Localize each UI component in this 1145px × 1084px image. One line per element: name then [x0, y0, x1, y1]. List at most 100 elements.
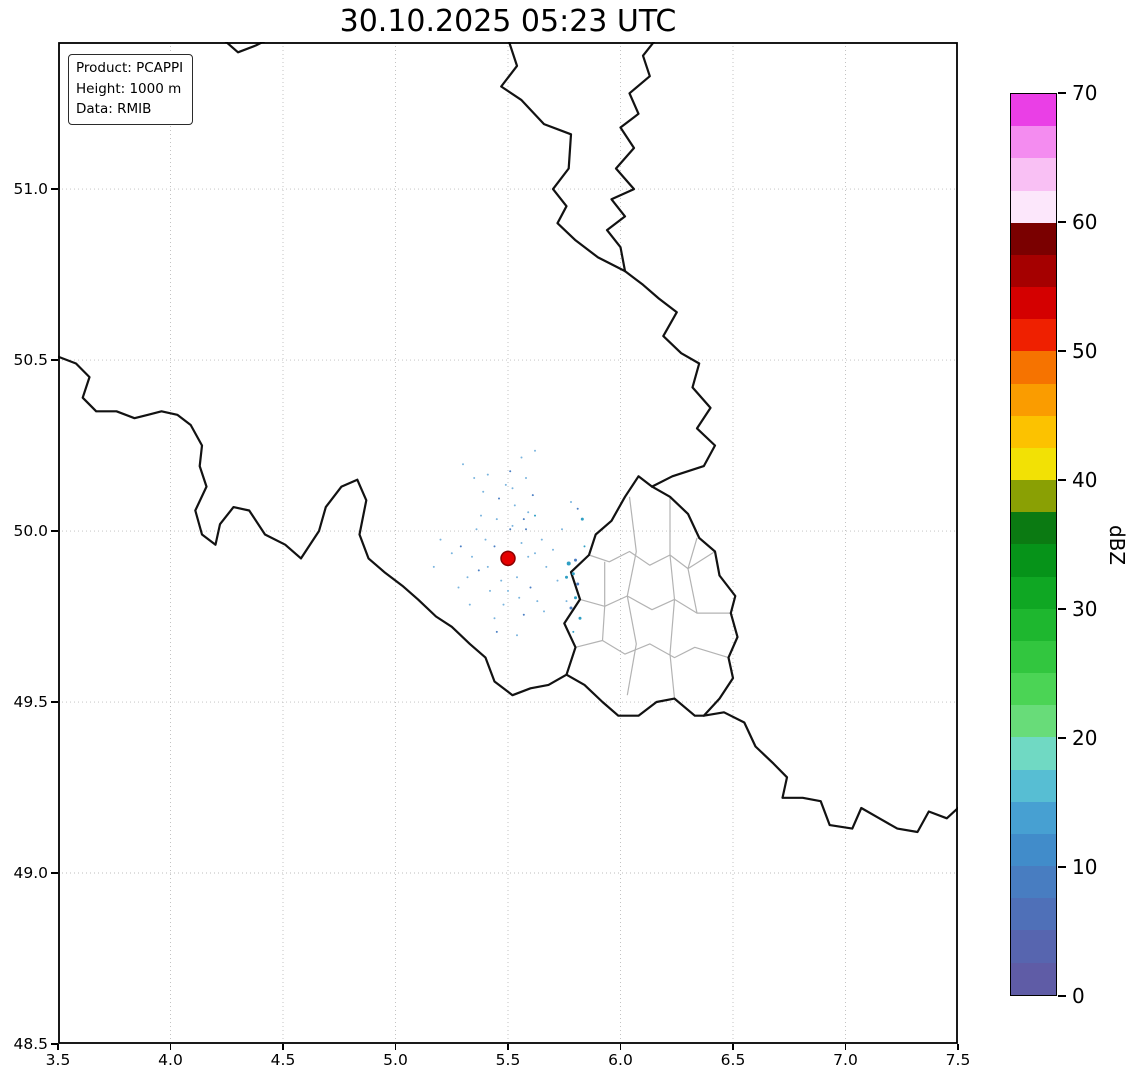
colorbar-tick-mark — [1058, 92, 1066, 94]
radar-echo — [486, 565, 489, 568]
radar-echo — [545, 565, 548, 568]
x-tick-mark — [169, 1044, 172, 1050]
colorbar-segment — [1011, 351, 1056, 384]
radar-echo — [569, 606, 573, 610]
info-product: Product: PCAPPI — [76, 60, 184, 76]
colorbar-segment — [1011, 190, 1056, 223]
radar-echo — [552, 548, 554, 551]
radar-echo — [527, 555, 530, 558]
radar-echo — [574, 558, 577, 562]
info-box: Product: PCAPPI Height: 1000 m Data: RMI… — [68, 54, 194, 125]
y-tick-mark — [51, 701, 58, 703]
radar-echo — [572, 630, 575, 633]
radar-echo — [471, 555, 473, 558]
colorbar-segment — [1011, 930, 1056, 963]
radar-echo — [498, 497, 500, 500]
colorbar-tick-label: 70 — [1072, 81, 1098, 105]
radar-echo — [516, 576, 518, 579]
radar-echo — [522, 613, 525, 616]
x-tick-label: 3.5 — [45, 1051, 71, 1069]
figure-title: 30.10.2025 05:23 UTC — [339, 4, 677, 39]
colorbar-tick-label: 60 — [1072, 210, 1098, 234]
colorbar-segment — [1011, 866, 1056, 899]
radar-echo — [561, 528, 563, 531]
radar-echo — [578, 616, 582, 620]
colorbar-segment — [1011, 222, 1056, 255]
radar-echo — [522, 518, 525, 521]
colorbar-tick-label: 30 — [1072, 597, 1098, 621]
radar-echo — [459, 545, 462, 548]
y-tick-mark — [51, 530, 58, 532]
info-data-source: Data: RMIB — [76, 101, 152, 118]
radar-echo — [502, 603, 505, 606]
radar-echo — [531, 494, 534, 497]
colorbar-segment — [1011, 801, 1056, 834]
district-border — [601, 561, 606, 641]
district-border — [575, 639, 729, 659]
colorbar-segment — [1011, 962, 1056, 995]
x-tick-mark — [394, 1044, 397, 1050]
plot-area — [58, 42, 958, 1044]
colorbar-tick-label: 10 — [1072, 855, 1098, 879]
radar-echo — [493, 545, 496, 548]
radar-echo — [473, 477, 476, 479]
radar-echo — [468, 603, 471, 606]
x-tick-mark — [619, 1044, 622, 1050]
colorbar-segment — [1011, 769, 1056, 802]
info-height: Height: 1000 m — [76, 80, 182, 97]
radar-echo — [543, 610, 545, 613]
x-tick-label: 6.0 — [608, 1051, 633, 1069]
colorbar-segment — [1011, 254, 1056, 288]
radar-echo — [486, 473, 489, 476]
y-tick-mark — [51, 359, 58, 361]
radar-echo — [462, 463, 464, 466]
radar-echo — [493, 617, 496, 620]
colorbar-tick-mark — [1058, 866, 1066, 868]
radar-echo — [540, 538, 543, 541]
radar-echo — [484, 538, 487, 541]
radar-echo — [534, 514, 536, 517]
radar-echo — [477, 569, 480, 572]
colorbar-tick-mark — [1058, 350, 1066, 352]
x-tick-label: 4.0 — [158, 1051, 183, 1069]
radar-echo — [457, 586, 460, 589]
country-border — [224, 42, 266, 54]
x-tick-label: 4.5 — [270, 1051, 296, 1069]
radar-echo — [511, 524, 514, 527]
y-tick-mark — [51, 188, 58, 190]
y-tick-label: 50.0 — [13, 522, 48, 541]
colorbar-segment — [1011, 512, 1056, 545]
radar-echo — [571, 572, 575, 576]
colorbar-tick-mark — [1058, 737, 1066, 739]
y-tick-label: 51.0 — [13, 180, 48, 199]
x-tick-label: 7.5 — [945, 1051, 971, 1069]
radar-echo — [520, 542, 523, 544]
colorbar-tick-mark — [1058, 221, 1066, 223]
radar-echo — [511, 487, 514, 490]
radar-echo — [504, 483, 507, 486]
x-tick-mark — [507, 1044, 509, 1050]
colorbar-segment — [1011, 126, 1056, 159]
colorbar-segment — [1011, 383, 1056, 416]
colorbar-segment — [1011, 833, 1056, 867]
y-tick-mark — [51, 1043, 58, 1045]
radar-echo — [495, 518, 498, 521]
district-border — [626, 496, 637, 696]
radar-echo — [576, 582, 580, 586]
radar-echo — [525, 477, 527, 479]
x-tick-mark — [957, 1044, 959, 1050]
radar-echo — [480, 514, 482, 517]
radar-echo — [576, 507, 579, 510]
radar-echo — [527, 511, 530, 514]
radar-echo — [534, 552, 536, 555]
radar-echo — [500, 579, 503, 582]
colorbar-segment — [1011, 287, 1056, 320]
radar-echo — [520, 456, 523, 459]
radar-echo — [513, 504, 516, 507]
colorbar-segment — [1011, 673, 1056, 706]
colorbar-tick-mark — [1058, 608, 1066, 610]
colorbar-segment — [1011, 898, 1056, 931]
colorbar-segment — [1011, 737, 1056, 770]
colorbar-segment — [1011, 158, 1056, 191]
radar-echo — [565, 575, 568, 579]
